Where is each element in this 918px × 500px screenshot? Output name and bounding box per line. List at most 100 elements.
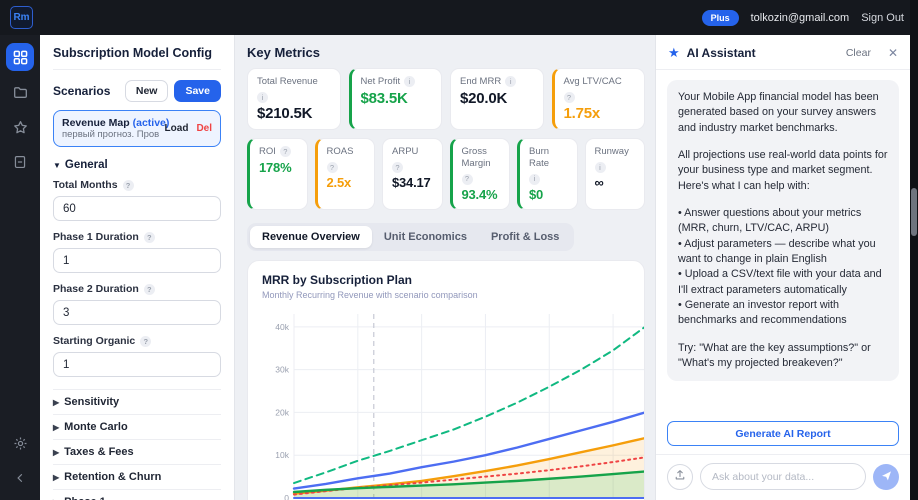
upload-file-button[interactable] <box>667 463 693 490</box>
svg-text:20k: 20k <box>275 407 289 417</box>
starting-organic-input[interactable] <box>53 352 221 377</box>
icon-sidebar <box>0 35 40 500</box>
sidebar-item-dashboard[interactable] <box>6 43 34 71</box>
metric-burn-rate: Burn Rate i $0 <box>517 137 578 210</box>
mrr-line-chart[interactable]: 010k20k30k40k24681012 <box>262 306 645 500</box>
upload-icon <box>674 469 686 484</box>
ai-message-bubble: Your Mobile App financial model has been… <box>667 80 899 382</box>
dashboard-icon <box>13 50 28 65</box>
field-starting-organic: Starting Organic? <box>53 335 221 377</box>
collapse-sidebar-button[interactable] <box>6 464 34 492</box>
section-retention-churn[interactable]: ▶ Retention & Churn <box>53 464 221 489</box>
scenarios-heading: Scenarios <box>53 84 111 98</box>
chevron-right-icon: ▶ <box>53 472 60 482</box>
sidebar-item-reports[interactable] <box>6 148 34 176</box>
svg-text:0: 0 <box>284 493 289 500</box>
field-phase2-duration: Phase 2 Duration? <box>53 283 221 325</box>
total-months-input[interactable] <box>53 196 221 221</box>
ai-star-icon: ★ <box>668 45 680 60</box>
general-section-toggle[interactable]: ▼ General <box>53 159 108 171</box>
scenario-description: первый прогноз. Проверить и п... <box>62 129 159 140</box>
save-scenario-button[interactable]: Save <box>174 80 221 102</box>
chart-title: MRR by Subscription Plan <box>262 272 413 287</box>
section-phase-1[interactable]: ▶Phase 1 <box>53 489 221 500</box>
section-sensitivity[interactable]: ▶ Sensitivity <box>53 389 221 414</box>
ai-message-list[interactable]: Your Mobile App financial model has been… <box>656 70 910 421</box>
new-scenario-button[interactable]: New <box>124 80 169 102</box>
info-icon[interactable]: i <box>257 91 268 103</box>
sign-out-button[interactable]: Sign Out <box>861 11 904 24</box>
mrr-chart-card: MRR by Subscription Plan Monthly Recurri… <box>247 259 645 500</box>
chevron-right-icon: ▶ <box>53 422 60 432</box>
help-icon[interactable]: ? <box>143 283 155 295</box>
phase2-duration-input[interactable] <box>53 300 221 325</box>
collapse-chevron-icon <box>14 472 26 484</box>
chevron-down-icon: ▼ <box>53 161 61 170</box>
main-content: Key Metrics Total Revenue i $210.5K Net P… <box>235 35 655 500</box>
info-icon[interactable]: i <box>404 76 416 88</box>
load-scenario-button[interactable]: Load <box>164 123 189 134</box>
scrollbar-thumb[interactable] <box>911 188 917 236</box>
metrics-row-1: Total Revenue i $210.5K Net Profit i $83.5… <box>247 68 645 130</box>
help-icon[interactable]: ? <box>140 335 152 347</box>
chevron-right-icon: ▶ <box>53 397 60 407</box>
field-total-months: Total Months? <box>53 179 221 221</box>
metrics-row-2: ROI? 178% ROAS? 2.5x ARPU? $34.17 Gross … <box>247 137 645 210</box>
generate-ai-report-button[interactable]: Generate AI Report <box>667 421 899 446</box>
gear-icon <box>13 436 28 451</box>
app-logo[interactable]: Rm <box>10 6 33 29</box>
folder-icon <box>13 85 28 100</box>
info-icon[interactable]: i <box>529 173 540 185</box>
config-panel-title: Subscription Model Config <box>53 35 221 70</box>
ai-panel-title: AI Assistant <box>686 46 756 60</box>
section-monte-carlo[interactable]: ▶ Monte Carlo <box>53 414 221 439</box>
info-icon[interactable]: i <box>594 161 606 173</box>
svg-text:30k: 30k <box>275 364 289 374</box>
top-bar: Rm Plus tolkozin@gmail.com Sign Out <box>0 0 918 35</box>
active-scenario-card[interactable]: Revenue Map (active) первый прогноз. Про… <box>53 110 221 147</box>
field-phase1-duration: Phase 1 Duration? <box>53 231 221 273</box>
document-icon <box>13 155 27 169</box>
help-icon[interactable]: ? <box>563 91 575 103</box>
chart-subtitle: Monthly Recurring Revenue with scenario … <box>262 289 478 300</box>
chevron-right-icon: ▶ <box>53 498 59 500</box>
close-icon[interactable]: ✕ <box>887 46 898 60</box>
window-scrollbar[interactable] <box>910 0 918 500</box>
send-message-button[interactable] <box>873 463 899 490</box>
delete-scenario-button[interactable]: Del <box>196 123 212 134</box>
send-icon <box>881 469 892 484</box>
help-icon[interactable]: ? <box>461 173 473 185</box>
metric-total-revenue: Total Revenue i $210.5K <box>247 68 341 130</box>
help-icon[interactable]: ? <box>326 161 338 173</box>
sidebar-item-favorites[interactable] <box>6 113 34 141</box>
phase1-duration-input[interactable] <box>53 248 221 273</box>
metric-avg-ltv-cac: Avg LTV/CAC? 1.75x <box>551 68 645 130</box>
scenario-name: Revenue Map <box>62 117 130 129</box>
ask-data-input[interactable] <box>700 463 866 490</box>
metric-gross-margin: Gross Margin? 93.4% <box>449 137 510 210</box>
tab-revenue-overview[interactable]: Revenue Overview <box>250 225 372 248</box>
tab-unit-economics[interactable]: Unit Economics <box>383 230 467 243</box>
clear-chat-button[interactable]: Clear <box>845 47 871 59</box>
sidebar-item-projects[interactable] <box>6 78 34 106</box>
ai-assistant-panel: ★ AI Assistant Clear ✕ Your Mobile App f… <box>655 35 918 500</box>
user-email: tolkozin@gmail.com <box>750 11 850 24</box>
section-taxes-fees[interactable]: ▶ Taxes & Fees <box>53 439 221 464</box>
star-icon <box>13 120 28 135</box>
help-icon[interactable]: ? <box>143 231 155 243</box>
help-icon[interactable]: ? <box>392 161 403 173</box>
settings-button[interactable] <box>6 429 34 457</box>
metric-arpu: ARPU? $34.17 <box>382 137 443 210</box>
metric-net-profit: Net Profit i $83.5K <box>348 68 442 130</box>
key-metrics-heading: Key Metrics <box>247 45 320 60</box>
main-tabs: Revenue Overview Unit Economics Profit &… <box>247 222 575 251</box>
info-icon[interactable]: i <box>505 76 517 88</box>
tab-profit-loss[interactable]: Profit & Loss <box>490 230 560 243</box>
chevron-right-icon: ▶ <box>53 447 60 457</box>
svg-text:40k: 40k <box>275 321 289 331</box>
plan-badge: Plus <box>701 9 739 26</box>
help-icon[interactable]: ? <box>122 179 134 191</box>
metric-end-mrr: End MRR i $20.0K <box>450 68 544 130</box>
metric-roi: ROI? 178% <box>247 137 308 210</box>
help-icon[interactable]: ? <box>279 146 291 158</box>
